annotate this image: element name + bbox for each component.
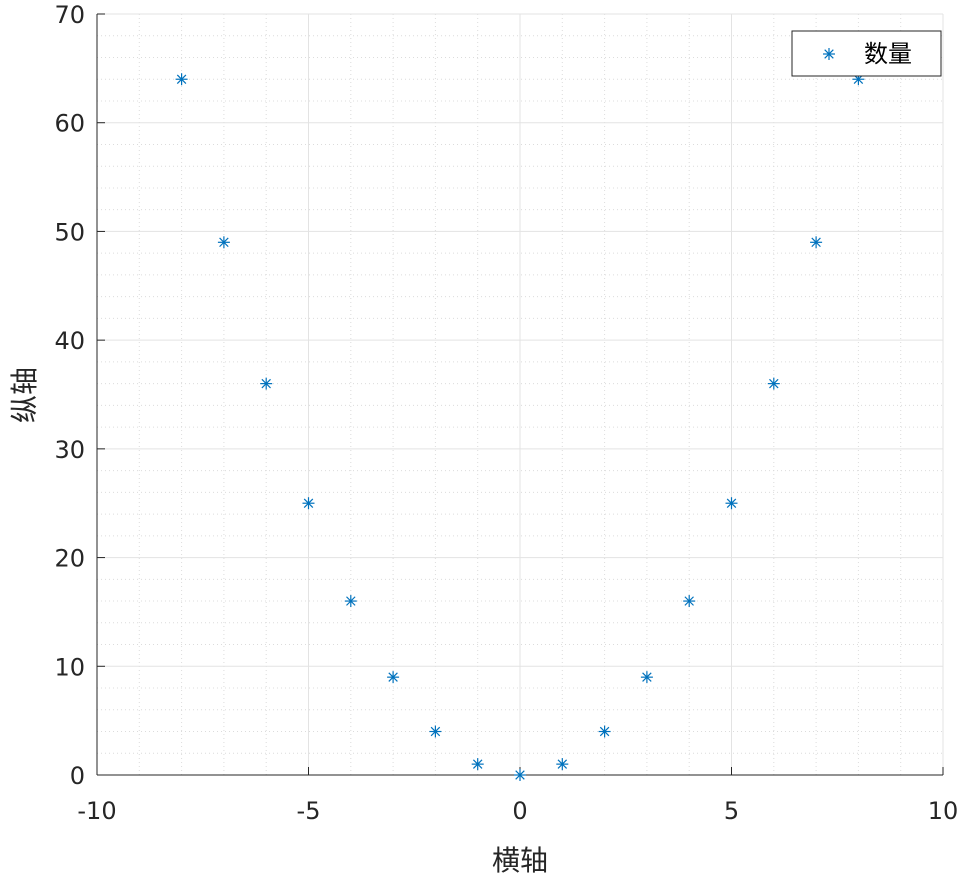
minor-grid <box>97 14 943 775</box>
y-tick-label: 60 <box>54 110 85 138</box>
data-point <box>344 595 357 608</box>
x-tick-label: -10 <box>77 797 116 825</box>
y-tick-label: 10 <box>54 653 85 681</box>
y-axis-label: 纵轴 <box>8 367 41 423</box>
y-axis-ticks: 0 10 20 30 40 50 60 70 <box>54 1 105 790</box>
data-point <box>810 236 823 249</box>
data-point <box>260 377 273 390</box>
data-points <box>175 73 865 781</box>
y-tick-label: 50 <box>54 218 85 246</box>
data-point <box>217 236 230 249</box>
x-tick-label: 0 <box>512 797 527 825</box>
y-tick-label: 20 <box>54 545 85 573</box>
data-point <box>556 758 569 771</box>
data-point <box>598 725 611 738</box>
data-point <box>514 769 526 781</box>
data-point <box>683 595 696 608</box>
y-tick-label: 30 <box>54 436 85 464</box>
data-point <box>302 497 315 510</box>
data-point <box>471 758 484 771</box>
x-tick-label: 10 <box>928 797 959 825</box>
data-point <box>429 725 442 738</box>
y-tick-label: 70 <box>54 1 85 29</box>
data-point <box>725 497 738 510</box>
legend-marker <box>823 48 835 60</box>
legend-label: 数量 <box>864 40 912 68</box>
data-point <box>175 73 188 86</box>
data-point <box>640 671 653 684</box>
data-point <box>387 671 400 684</box>
x-axis-label: 横轴 <box>492 844 548 877</box>
legend-marker-asterisk <box>823 48 835 60</box>
legend[interactable]: 数量 <box>791 30 942 77</box>
legend-box <box>791 30 942 77</box>
x-axis-ticks: -10 -5 0 5 10 <box>77 767 958 825</box>
y-tick-label: 40 <box>54 327 85 355</box>
y-tick-label: 0 <box>70 762 85 790</box>
x-tick-label: -5 <box>297 797 321 825</box>
data-point <box>767 377 780 390</box>
x-tick-label: 5 <box>724 797 739 825</box>
